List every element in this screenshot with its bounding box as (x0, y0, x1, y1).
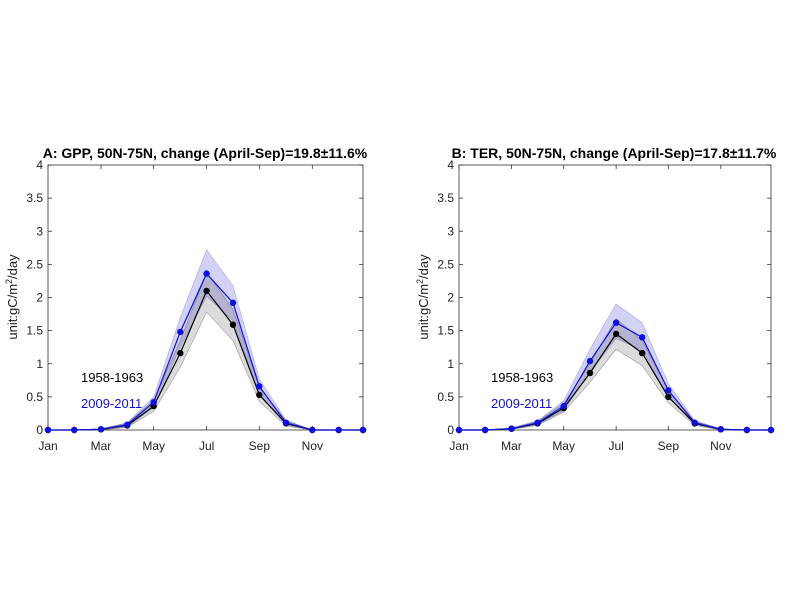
panel-b: B: TER, 50N-75N, change (April-Sep)=17.8… (415, 145, 777, 453)
series-2009-2011-point (124, 421, 131, 428)
series-2009-2011-point (586, 357, 594, 365)
panel-a: A: GPP, 50N-75N, change (April-Sep)=19.8… (4, 145, 368, 453)
series-2009-2011-point (455, 426, 463, 434)
y-tick-label: 0.5 (437, 390, 454, 404)
series-2009-2011-point (691, 419, 698, 426)
y-tick-label: 2 (447, 291, 454, 305)
series-2009-2011-point (229, 299, 237, 306)
series-2009-2011-point (177, 328, 184, 336)
series-1958-1963-point (177, 349, 184, 357)
series-2009-2011-point (717, 426, 724, 433)
y-tick-label: 0 (36, 423, 43, 437)
series-1958-1963-point (612, 330, 620, 338)
legend-entry-2009-2011: 2009-2011 (491, 396, 552, 411)
legend-entry-1958-1963: 1958-1963 (491, 370, 553, 385)
series-2009-2011-point (44, 426, 52, 434)
y-tick-label: 3 (36, 224, 43, 238)
series-2009-2011-point (534, 419, 541, 426)
y-tick-label: 3 (447, 224, 454, 238)
y-tick-label: 4 (36, 158, 43, 172)
y-axis-label-text: unit:gC/m (416, 284, 431, 340)
series-2009-2011-point (508, 425, 515, 432)
series-2009-2011-point (743, 426, 751, 434)
series-2009-2011-point (203, 270, 210, 277)
y-tick-label: 2.5 (26, 257, 43, 271)
series-2009-2011-point (359, 426, 367, 434)
series-2009-2011-point (335, 426, 342, 434)
plot-area: 0 0.5 1 1.5 2 2.5 3 3.5 4 Jan Mar May Jul Sep Nov (26, 158, 367, 453)
series-2009-2011-point (150, 399, 157, 406)
y-tick-label: 0 (447, 423, 454, 437)
y-axis-label-tail: /day (416, 254, 431, 279)
series-2009-2011-point (97, 426, 105, 433)
x-tick-label: Jan (449, 439, 468, 453)
x-tick-label: Nov (710, 439, 731, 453)
legend-entry-1958-1963: 1958-1963 (81, 370, 143, 385)
series-2009-2011-point (767, 426, 775, 434)
y-axis-label-tail: /day (5, 254, 20, 279)
y-tick-label: 1.5 (437, 324, 454, 338)
y-axis-label-superscript: 2 (4, 279, 14, 284)
series-2009-2011-point (282, 419, 290, 426)
y-tick-label: 3.5 (437, 191, 454, 205)
legend-entry-2009-2011: 2009-2011 (81, 396, 142, 411)
panel-title: B: TER, 50N-75N, change (April-Sep)=17.8… (452, 145, 777, 161)
x-tick-label: May (142, 439, 165, 453)
series-1958-1963-point (229, 321, 237, 328)
y-axis-label: unit:gC/m2/day (4, 254, 20, 340)
series-2009-2011-point (71, 426, 78, 434)
series-2009-2011-point (560, 402, 567, 410)
y-tick-label: 1 (36, 357, 43, 371)
series-1958-1963-point (586, 369, 594, 377)
plot-area: 0 0.5 1 1.5 2 2.5 3 3.5 4 Jan Mar May Jul Sep Nov (437, 158, 775, 453)
series-2009-2011-point (309, 426, 316, 434)
y-axis-label-superscript: 2 (415, 279, 425, 284)
series-1958-1963-point (639, 349, 646, 357)
series-1958-1963-point (203, 287, 210, 295)
y-tick-label: 1 (447, 357, 454, 371)
x-tick-label: Jan (38, 439, 57, 453)
x-tick-label: Jul (199, 439, 214, 453)
x-tick-label: Nov (302, 439, 323, 453)
series-2009-2011-point (256, 383, 263, 390)
y-tick-label: 0.5 (26, 390, 43, 404)
x-tick-label: Jul (608, 439, 623, 453)
series-2009-2011-point (665, 387, 672, 394)
y-tick-label: 2.5 (437, 257, 454, 271)
y-axis-label-text: unit:gC/m (5, 284, 20, 340)
y-tick-label: 2 (36, 291, 43, 305)
series-2009-2011-point (612, 319, 620, 326)
x-tick-label: Sep (658, 439, 680, 453)
series-1958-1963-point (665, 393, 672, 401)
y-tick-label: 3.5 (26, 191, 43, 205)
y-axis-label: unit:gC/m2/day (415, 254, 431, 340)
y-tick-label: 1.5 (26, 324, 43, 338)
series-2009-2011-point (481, 426, 489, 434)
panel-title: A: GPP, 50N-75N, change (April-Sep)=19.8… (43, 145, 368, 161)
x-tick-label: Mar (91, 439, 112, 453)
x-tick-label: Mar (501, 439, 522, 453)
x-tick-label: Sep (249, 439, 271, 453)
y-tick-label: 4 (447, 158, 454, 172)
series-2009-2011-point (639, 334, 646, 341)
series-1958-1963-point (256, 391, 263, 399)
axes-box (458, 164, 772, 431)
x-tick-label: May (552, 439, 575, 453)
